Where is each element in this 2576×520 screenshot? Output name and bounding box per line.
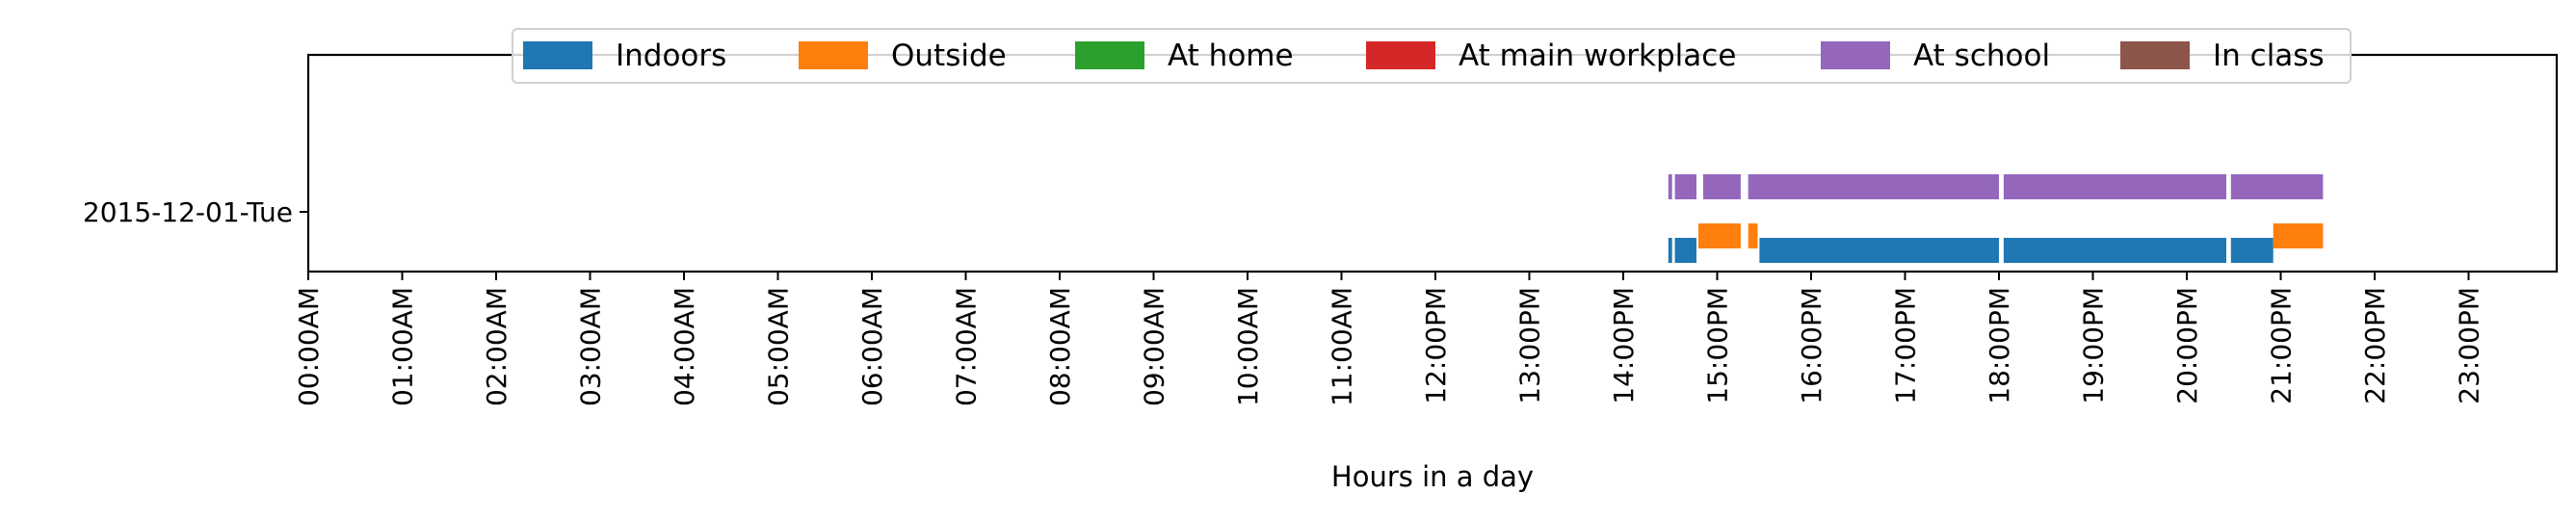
x-tick-label: 10:00AM (1232, 287, 1264, 406)
bar-at-school (1702, 174, 1741, 199)
bar-outside (1748, 223, 1758, 248)
x-tick-label: 15:00PM (1702, 287, 1734, 404)
legend-swatch-in-class (2120, 41, 2190, 69)
x-tick-label: 11:00AM (1327, 287, 1358, 406)
x-tick-label: 04:00AM (669, 287, 700, 406)
bar-outside (2273, 223, 2324, 248)
bar-indoors (2003, 238, 2226, 263)
y-tick-label: 2015-12-01-Tue (83, 196, 293, 228)
x-tick-label: 13:00PM (1514, 287, 1546, 404)
x-tick-label: 14:00PM (1608, 287, 1640, 404)
x-tick-label: 06:00AM (856, 287, 888, 406)
x-tick-label: 22:00PM (2359, 287, 2391, 404)
x-tick-label: 17:00PM (1890, 287, 1922, 404)
legend-label: At home (1168, 39, 1294, 73)
legend-swatch-outside (799, 41, 868, 69)
bar-indoors (1759, 238, 1999, 263)
x-tick-label: 21:00PM (2266, 287, 2298, 404)
x-tick-label: 03:00AM (575, 287, 607, 406)
bar-at-school (1674, 174, 1696, 199)
x-axis: 00:00AM 01:00AM 02:00AM 03:00AM 04:00AM 05:00… (293, 272, 2485, 406)
x-tick-label: 07:00AM (951, 287, 983, 406)
x-tick-label: 19:00PM (2078, 287, 2110, 404)
legend-swatch-at-main-workplace (1366, 41, 1435, 69)
y-axis: 2015-12-01-Tue (83, 196, 308, 228)
x-tick-label: 16:00PM (1796, 287, 1827, 404)
x-tick-label: 05:00AM (763, 287, 795, 406)
bar-at-school (2230, 174, 2324, 199)
legend-label: At main workplace (1459, 39, 1736, 73)
legend-label: In class (2213, 39, 2325, 73)
bar-at-school (1668, 174, 1672, 199)
bar-indoors (2230, 238, 2274, 263)
bar-at-school (2003, 174, 2226, 199)
legend-swatch-at-home (1075, 41, 1144, 69)
x-tick-label: 18:00PM (1984, 287, 2015, 404)
legend-swatch-indoors (523, 41, 592, 69)
x-tick-label: 00:00AM (293, 287, 325, 406)
x-tick-label: 08:00AM (1044, 287, 1076, 406)
x-tick-label: 12:00PM (1420, 287, 1452, 404)
x-tick-label: 23:00PM (2454, 287, 2485, 404)
bar-outside (1698, 223, 1741, 248)
x-tick-label: 09:00AM (1139, 287, 1170, 406)
plot-area (308, 55, 2557, 272)
x-tick-label: 02:00AM (481, 287, 513, 406)
x-axis-title: Hours in a day (1331, 460, 1534, 493)
x-tick-label: 20:00PM (2171, 287, 2203, 404)
interval-bars (1668, 174, 2324, 263)
legend-label: At school (1913, 39, 2050, 73)
bar-at-school (1748, 174, 1999, 199)
legend-label: Indoors (616, 39, 726, 73)
legend-swatch-at-school (1821, 41, 1890, 69)
x-tick-label: 01:00AM (387, 287, 419, 406)
bar-indoors (1674, 238, 1696, 263)
legend-label: Outside (891, 39, 1007, 73)
legend: Indoors Outside At home At main workplace At… (512, 28, 2352, 84)
bar-indoors (1668, 238, 1672, 263)
